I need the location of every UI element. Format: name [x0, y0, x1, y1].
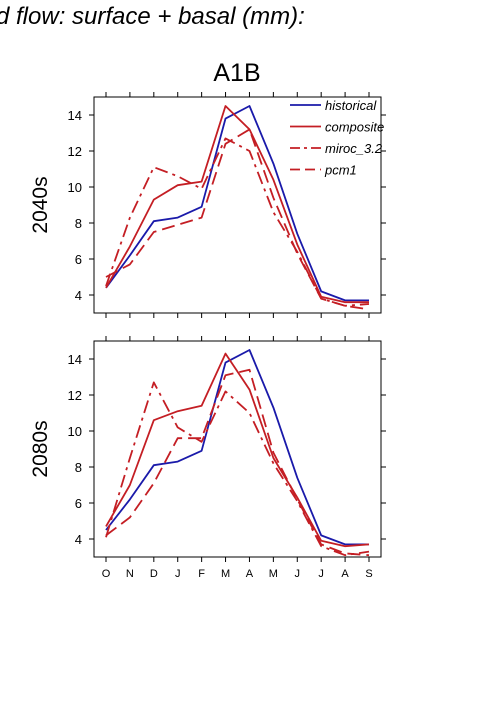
legend-label-historical: historical — [325, 98, 377, 113]
y-axis-label: 2040s — [29, 176, 52, 233]
series-line-composite — [105, 105, 369, 304]
y-tick-label: 10 — [68, 424, 82, 439]
panel-2040s: 4 6 8 10 12 14 2040s historical composite miroc_3… — [29, 92, 386, 318]
x-tick-label: A — [341, 568, 349, 580]
panel-2080s: 4 6 8 10 12 14 O N D J F M A M J J A S 2080s — [29, 336, 386, 580]
y-tick-label: 8 — [75, 216, 82, 231]
x-tick-label: O — [102, 568, 111, 580]
x-tick-label: M — [269, 568, 278, 580]
legend-label-composite: composite — [325, 120, 384, 135]
series-line-pcm1 — [105, 128, 370, 311]
series-line-pcm1 — [105, 368, 370, 557]
legend: historical composite miroc_3.2 pcm1 — [290, 98, 384, 178]
series-line-historical — [105, 349, 369, 546]
figure-title: d flow: surface + basal (mm): — [0, 3, 305, 30]
y-tick-label: 6 — [75, 252, 82, 267]
x-tick-label: J — [175, 568, 181, 580]
x-tick-label: F — [198, 568, 205, 580]
y-axis-label: 2080s — [29, 420, 52, 477]
plot-frame — [93, 340, 382, 558]
y-tick-label: 10 — [68, 180, 82, 195]
y-tick-label: 4 — [75, 532, 82, 547]
x-tick-label: J — [318, 568, 324, 580]
y-tick-label: 4 — [75, 288, 82, 303]
legend-label-miroc-3-2: miroc_3.2 — [325, 141, 383, 156]
legend-label-pcm1: pcm1 — [324, 163, 357, 178]
series-line-composite — [105, 352, 370, 548]
x-tick-label: M — [221, 568, 230, 580]
x-tick-label: N — [126, 568, 134, 580]
y-tick-label: 14 — [68, 352, 82, 367]
y-tick-label: 14 — [68, 108, 82, 123]
y-tick-label: 12 — [68, 144, 82, 159]
scenario-title: A1B — [213, 59, 260, 87]
y-tick-label: 12 — [68, 388, 82, 403]
plot-frame — [93, 96, 382, 314]
series-line-miroc-3-2 — [105, 381, 370, 557]
y-tick-label: 6 — [75, 496, 82, 511]
y-tick-label: 8 — [75, 460, 82, 475]
x-tick-label: D — [150, 568, 158, 580]
series-line-historical — [105, 105, 369, 302]
x-tick-label: A — [246, 568, 254, 580]
x-tick-label: S — [365, 568, 372, 580]
panels: 4 6 8 10 12 14 2040s historical composite miroc_3… — [29, 92, 386, 580]
x-tick-label: J — [295, 568, 301, 580]
